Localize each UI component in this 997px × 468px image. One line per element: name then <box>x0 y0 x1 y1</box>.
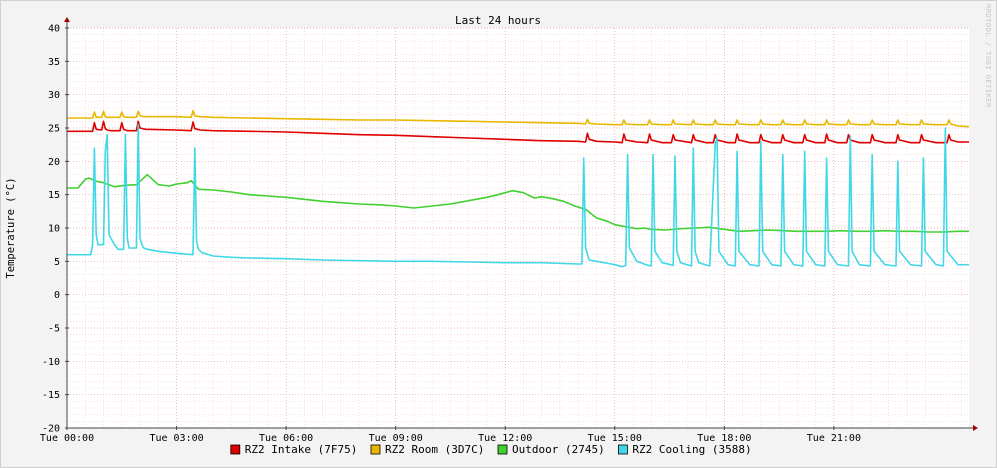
series-line-0 <box>67 120 969 144</box>
x-tick-label: Tue 15:00 <box>588 433 642 444</box>
series-line-1 <box>67 109 970 128</box>
x-tick-label: Tue 18:00 <box>697 433 751 444</box>
y-tick-labels: -20 -15 -10 -5 0 5 10 15 20 25 30 35 40 <box>42 24 60 435</box>
x-tick-label: Tue 21:00 <box>807 433 861 444</box>
legend: RZ2 Intake (7F75) RZ2 Room (3D7C) Outdoor … <box>230 443 752 456</box>
y-tick-label: 40 <box>48 24 60 35</box>
legend-swatch-1 <box>370 444 381 455</box>
legend-label-0: RZ2 Intake (7F75) <box>245 443 358 456</box>
legend-label-2: Outdoor (2745) <box>512 443 605 456</box>
y-tick-label: 35 <box>48 57 60 68</box>
x-tick-label: Tue 12:00 <box>478 433 532 444</box>
y-tick-label: -20 <box>42 424 60 435</box>
x-tick-labels: Tue 00:00 Tue 03:00 Tue 06:00 Tue 09:00 Tue … <box>40 433 861 444</box>
x-tick-label: Tue 03:00 <box>149 433 203 444</box>
x-axis-arrow <box>973 425 978 431</box>
y-axis-arrow <box>64 17 70 22</box>
y-tick-label: 15 <box>48 190 60 201</box>
series-layer <box>67 109 970 268</box>
chart-title: Last 24 hours <box>455 14 541 27</box>
watermark-text: RRDTOOL / TOBI OETIKER <box>984 4 992 108</box>
y-tick-label: -10 <box>42 357 60 368</box>
y-tick-label: -5 <box>48 324 60 335</box>
y-tick-label: 30 <box>48 90 60 101</box>
legend-swatch-2 <box>497 444 508 455</box>
y-tick-label: 25 <box>48 124 60 135</box>
x-tick-label: Tue 06:00 <box>259 433 313 444</box>
axes <box>64 17 978 431</box>
legend-label-1: RZ2 Room (3D7C) <box>385 443 484 456</box>
x-tick-label: Tue 09:00 <box>369 433 423 444</box>
series-line-2 <box>67 173 969 233</box>
y-tick-label: 0 <box>54 290 60 301</box>
series-line-3 <box>67 123 969 268</box>
legend-swatch-0 <box>230 444 241 455</box>
legend-label-3: RZ2 Cooling (3588) <box>632 443 751 456</box>
y-tick-label: 10 <box>48 224 60 235</box>
y-tick-label: 20 <box>48 157 60 168</box>
major-grid <box>66 27 969 429</box>
y-tick-label: 5 <box>54 257 60 268</box>
legend-swatch-3 <box>618 444 628 455</box>
y-axis-label: Temperature (°C) <box>5 177 17 278</box>
x-tick-label: Tue 00:00 <box>40 433 94 444</box>
y-tick-label: -15 <box>42 390 60 401</box>
